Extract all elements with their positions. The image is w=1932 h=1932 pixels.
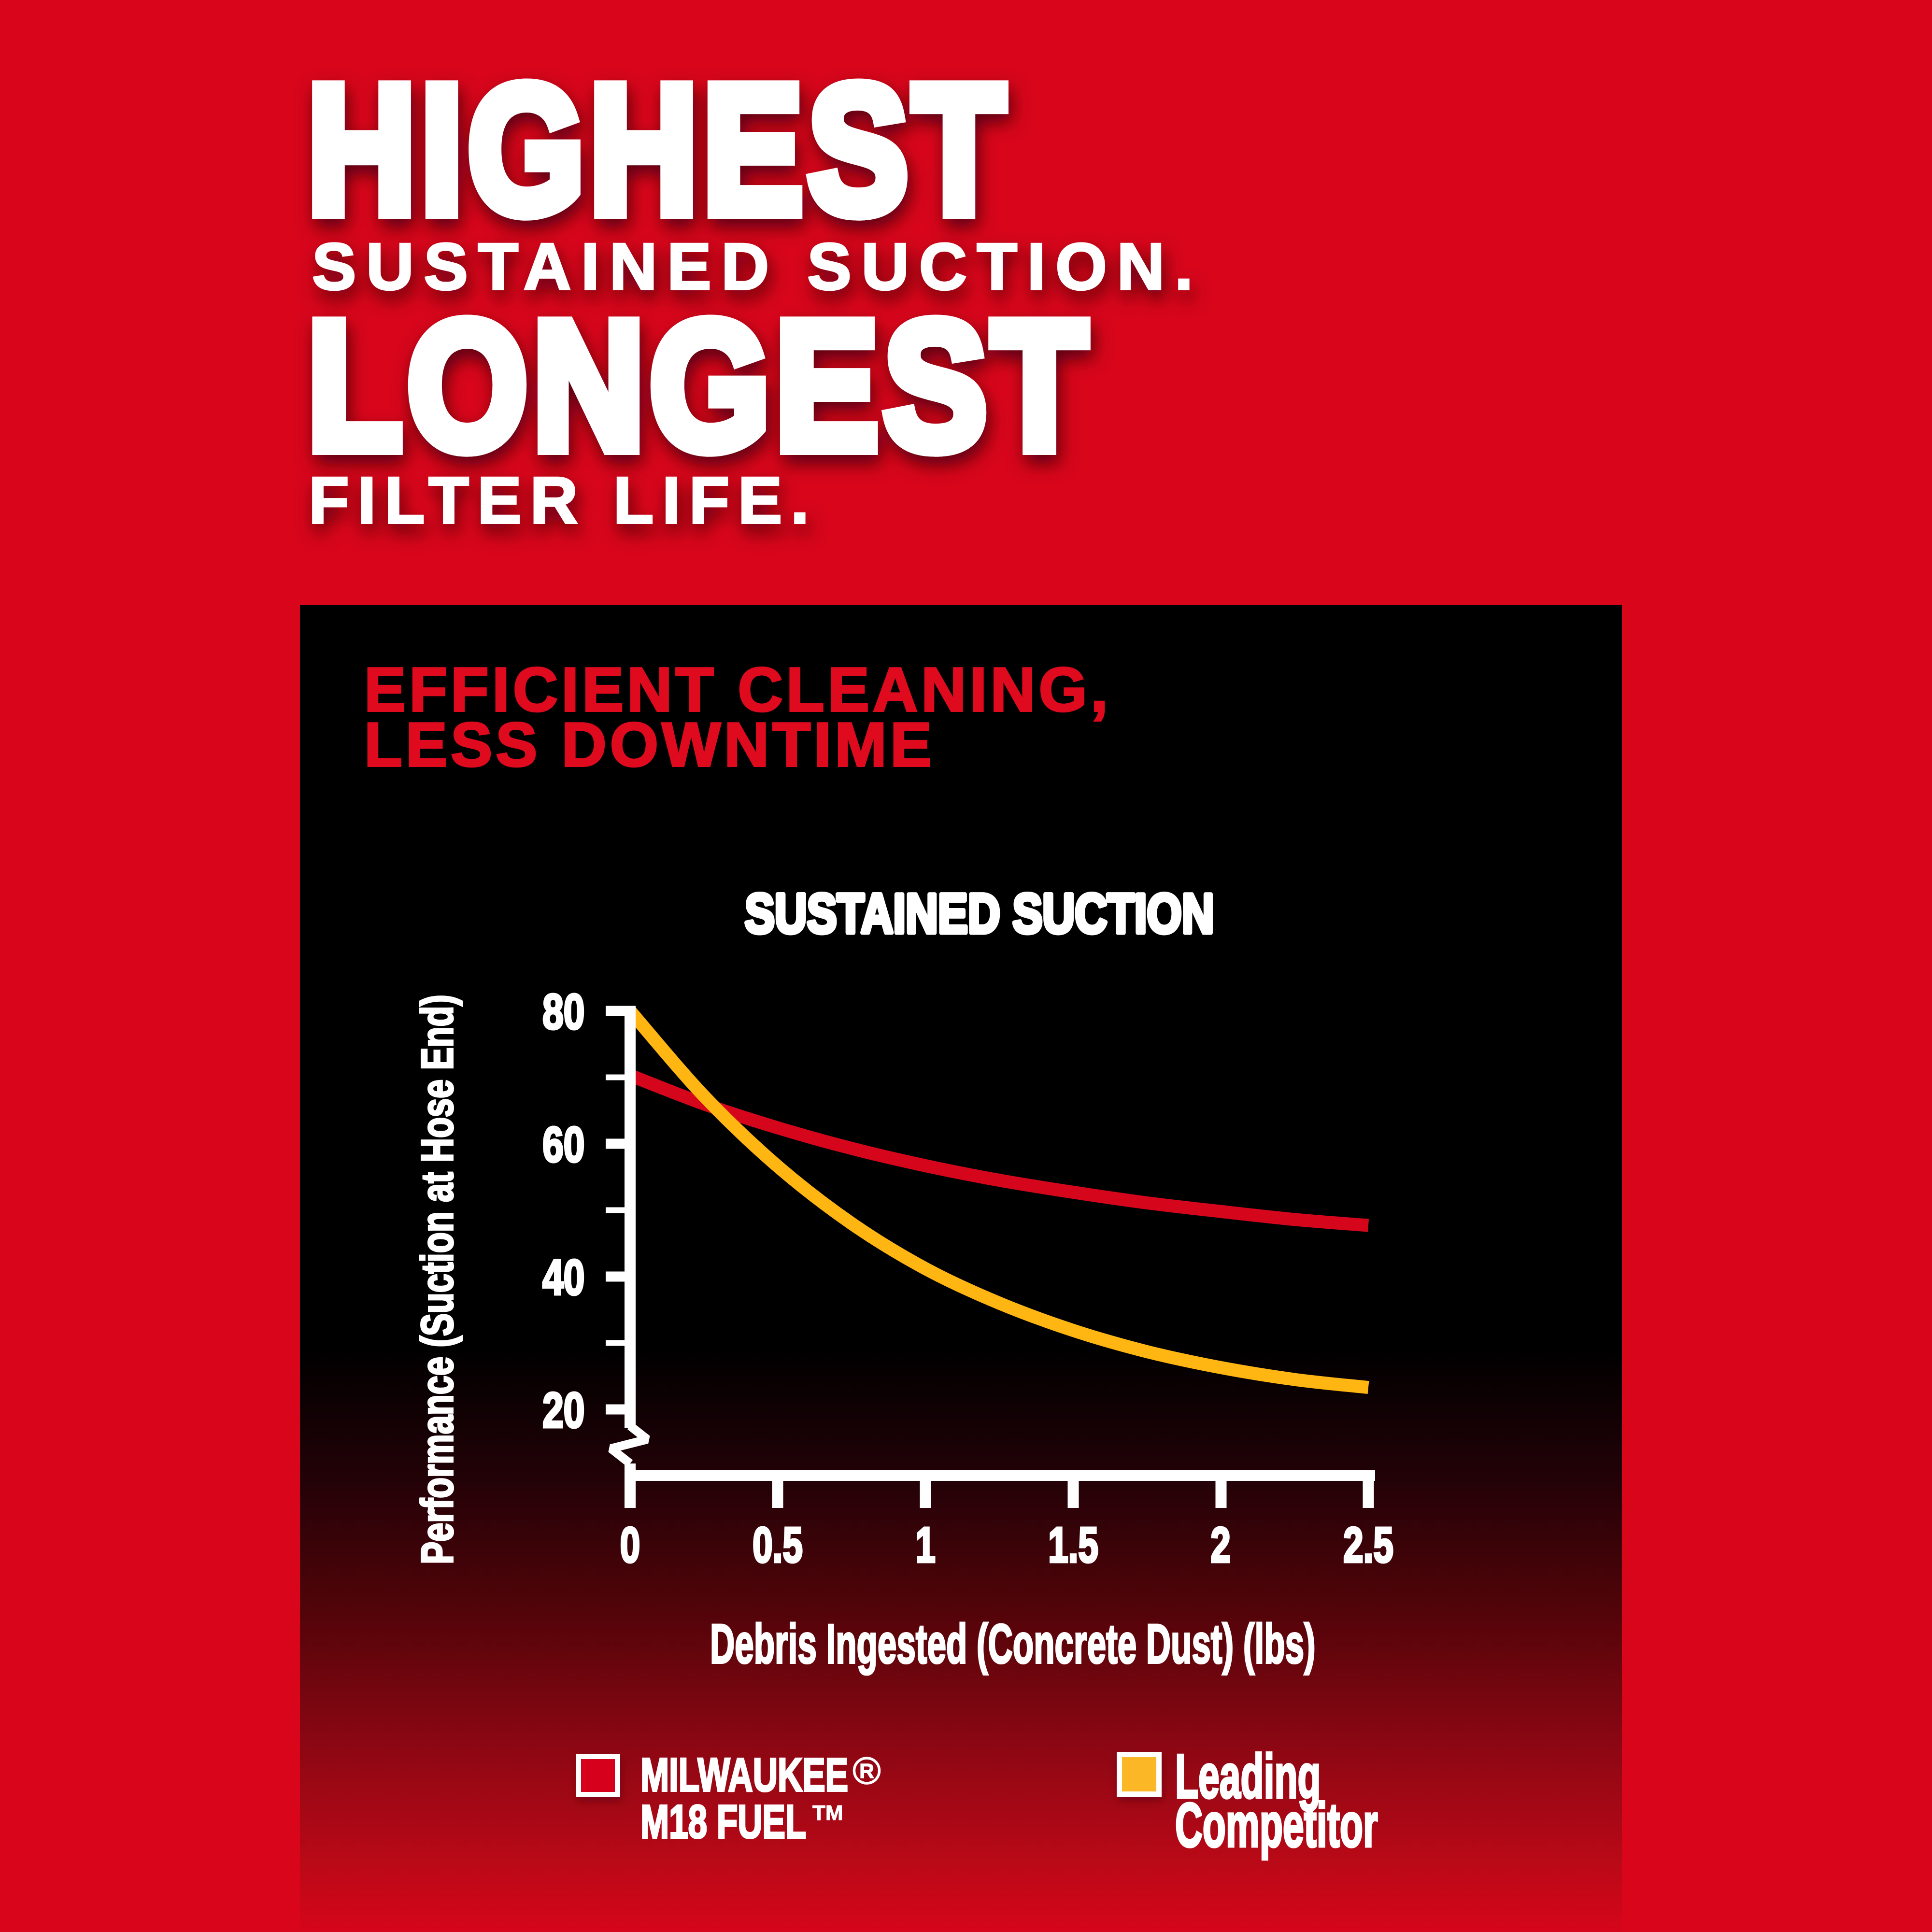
svg-text:2: 2	[1210, 1518, 1231, 1573]
svg-text:R: R	[859, 1760, 874, 1782]
svg-text:SUSTAINED SUCTION: SUSTAINED SUCTION	[745, 882, 1214, 945]
svg-text:Debris Ingested (Concrete Dust: Debris Ingested (Concrete Dust) (lbs)	[710, 1614, 1316, 1676]
svg-text:1.5: 1.5	[1048, 1518, 1098, 1573]
svg-text:60: 60	[542, 1117, 584, 1173]
svg-text:Leading: Leading	[1175, 1741, 1321, 1811]
svg-text:LESS DOWNTIME: LESS DOWNTIME	[364, 710, 932, 780]
svg-text:80: 80	[542, 984, 584, 1040]
svg-text:40: 40	[542, 1250, 584, 1306]
svg-text:LONGEST: LONGEST	[308, 284, 1092, 487]
svg-text:1: 1	[915, 1518, 936, 1573]
svg-text:Competitor: Competitor	[1175, 1790, 1378, 1860]
svg-text:0: 0	[620, 1518, 640, 1573]
svg-text:TM: TM	[812, 1801, 843, 1825]
svg-text:HIGHEST: HIGHEST	[308, 47, 1010, 251]
svg-text:20: 20	[542, 1383, 584, 1438]
svg-text:2.5: 2.5	[1343, 1518, 1393, 1573]
svg-text:MILWAUKEE: MILWAUKEE	[640, 1749, 848, 1801]
svg-text:M18 FUEL: M18 FUEL	[640, 1796, 806, 1848]
svg-text:FILTER LIFE.: FILTER LIFE.	[309, 464, 809, 538]
svg-text:0.5: 0.5	[753, 1518, 803, 1573]
svg-text:Performance (Suction at Hose E: Performance (Suction at Hose End)	[412, 994, 463, 1564]
